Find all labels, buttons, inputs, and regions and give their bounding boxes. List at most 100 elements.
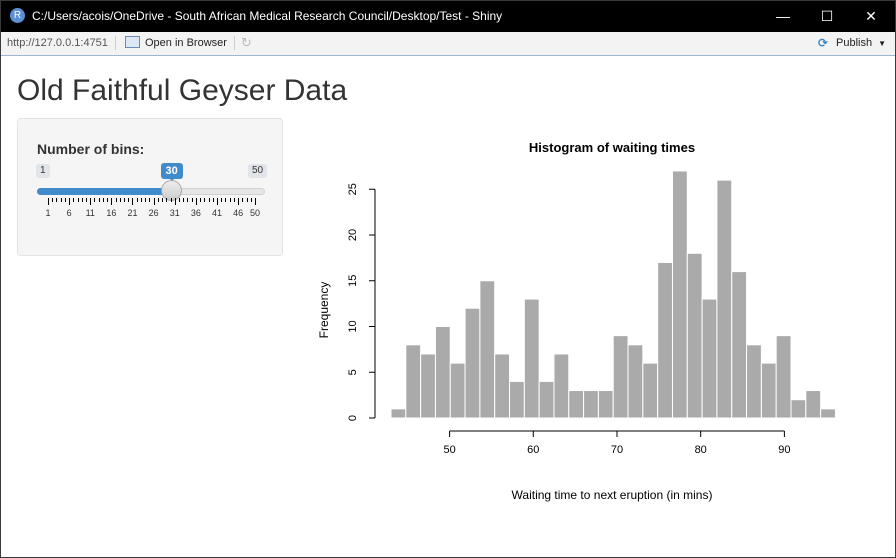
histogram-bar bbox=[479, 280, 496, 419]
y-tick-label: 15 bbox=[347, 275, 359, 287]
slider-tick bbox=[170, 198, 172, 202]
slider-tick bbox=[250, 198, 252, 202]
histogram-bar bbox=[390, 408, 407, 419]
slider-tick bbox=[111, 198, 113, 205]
histogram-bar bbox=[597, 390, 614, 419]
slider-tick bbox=[107, 198, 109, 202]
slider-tick-label: 21 bbox=[127, 208, 138, 218]
histogram-bar bbox=[760, 362, 777, 419]
slider-tick bbox=[86, 198, 88, 202]
slider-label: Number of bins: bbox=[37, 141, 145, 157]
slider-tick bbox=[153, 198, 155, 205]
slider-tick bbox=[246, 198, 248, 202]
histogram-bar bbox=[657, 261, 673, 419]
slider-tick bbox=[81, 198, 83, 202]
slider-tick-label: 16 bbox=[106, 208, 117, 218]
slider-tick bbox=[60, 198, 62, 202]
slider-tick bbox=[233, 198, 235, 202]
slider-tick-label: 11 bbox=[85, 208, 95, 218]
slider-tick bbox=[136, 198, 138, 202]
window-title: C:/Users/acois/OneDrive - South African … bbox=[32, 9, 503, 23]
url-display: http://127.0.0.1:4751 bbox=[7, 37, 108, 49]
histogram-bar bbox=[464, 307, 481, 419]
slider-tick bbox=[221, 198, 223, 202]
histogram-bar bbox=[583, 390, 599, 419]
shiny-app-content: Old Faithful Geyser Data Number of bins:… bbox=[1, 56, 895, 557]
refresh-icon[interactable]: ↻ bbox=[241, 35, 252, 50]
viewer-toolbar: http://127.0.0.1:4751 Open in Browser ↻ … bbox=[1, 32, 895, 56]
y-tick-label: 5 bbox=[347, 369, 359, 375]
slider-tick bbox=[174, 198, 176, 205]
histogram-bar bbox=[509, 380, 525, 419]
slider-tick bbox=[94, 198, 96, 202]
histogram-bar bbox=[553, 353, 570, 419]
slider-max-label: 50 bbox=[248, 164, 268, 178]
histogram-bars bbox=[390, 170, 836, 419]
slider-value-label: 30 bbox=[160, 163, 183, 181]
x-axis-label: Waiting time to next eruption (in mins) bbox=[512, 488, 713, 502]
slider-tick bbox=[255, 198, 256, 205]
publish-button[interactable]: ⟳ Publish ▼ bbox=[818, 36, 886, 51]
title-bar: R C:/Users/acois/OneDrive - South Africa… bbox=[1, 1, 895, 32]
slider-tick bbox=[216, 198, 218, 205]
open-in-browser-button[interactable]: Open in Browser bbox=[125, 36, 227, 51]
slider-tick-label: 31 bbox=[169, 208, 180, 218]
slider-tick bbox=[115, 198, 117, 202]
slider-tick bbox=[48, 198, 49, 205]
slider-tick-label: 46 bbox=[233, 208, 244, 218]
slider-tick bbox=[119, 198, 121, 202]
slider-tick bbox=[204, 198, 206, 202]
slider-tick bbox=[200, 198, 202, 202]
y-tick-label: 0 bbox=[347, 415, 359, 421]
slider-tick-label: 50 bbox=[249, 208, 261, 218]
slider-tick-label: 36 bbox=[190, 208, 201, 218]
chevron-down-icon[interactable]: ▼ bbox=[878, 39, 886, 48]
histogram-bar bbox=[494, 353, 511, 419]
slider-tick bbox=[195, 198, 197, 205]
histogram-bar bbox=[775, 335, 792, 419]
slider-tick bbox=[132, 198, 134, 205]
maximize-icon[interactable]: ☐ bbox=[820, 8, 834, 24]
x-tick-label: 70 bbox=[611, 444, 623, 456]
slider-tick bbox=[124, 198, 126, 202]
histogram-bar bbox=[434, 326, 451, 419]
close-icon[interactable]: ✕ bbox=[865, 8, 877, 24]
histogram-bar bbox=[612, 335, 629, 419]
chart-title: Histogram of waiting times bbox=[529, 140, 695, 155]
y-axis: 0 5 10 15 20 25 bbox=[347, 183, 376, 421]
minimize-icon[interactable]: — bbox=[776, 8, 790, 24]
browser-window-icon bbox=[125, 36, 140, 49]
histogram-bar bbox=[538, 380, 555, 419]
slider-tick bbox=[56, 198, 58, 202]
histogram-bar bbox=[805, 390, 822, 419]
slider-tick bbox=[191, 198, 193, 202]
slider-tick bbox=[212, 198, 214, 202]
slider-tick bbox=[183, 198, 185, 202]
x-tick-label: 90 bbox=[778, 444, 790, 456]
publish-icon: ⟳ bbox=[818, 35, 829, 50]
slider-tick-label: 26 bbox=[148, 208, 159, 218]
y-tick-label: 10 bbox=[347, 320, 359, 332]
slider-tick bbox=[149, 198, 151, 202]
slider-tick bbox=[145, 198, 147, 202]
histogram-bar bbox=[405, 344, 422, 419]
publish-label: Publish bbox=[836, 37, 873, 49]
histogram-bar bbox=[701, 298, 718, 419]
slider-tick bbox=[229, 198, 231, 202]
slider-tick bbox=[162, 198, 164, 202]
slider-tick bbox=[178, 198, 180, 202]
histogram-bar bbox=[746, 344, 762, 419]
histogram-bar bbox=[642, 362, 659, 419]
histogram-bar bbox=[671, 170, 688, 419]
slider-tick bbox=[73, 198, 75, 202]
histogram-bar bbox=[523, 298, 540, 419]
slider-tick bbox=[166, 198, 168, 202]
toolbar-divider bbox=[115, 36, 116, 50]
histogram-bar bbox=[449, 362, 466, 419]
slider-tick bbox=[128, 198, 130, 202]
slider-tick bbox=[69, 198, 71, 205]
slider-tick bbox=[225, 198, 227, 202]
slider-tick bbox=[140, 198, 142, 202]
slider-tick bbox=[52, 198, 54, 202]
